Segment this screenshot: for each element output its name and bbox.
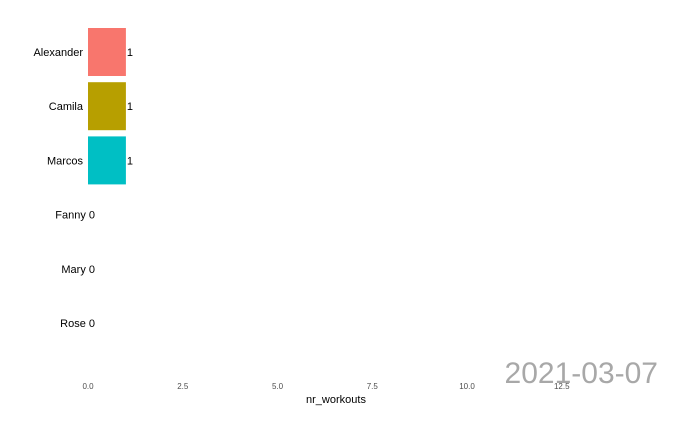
x-axis-ticks: 0.0 2.5 5.0 7.5 10.0 12.5 [82, 382, 570, 391]
value-label-camila: 1 [127, 101, 133, 113]
bar-marcos [88, 136, 126, 185]
x-axis-title: nr_workouts [306, 394, 366, 406]
value-label-marcos: 1 [127, 155, 133, 167]
x-tick-label: 2.5 [177, 382, 189, 391]
category-label-rose: Rose 0 [60, 318, 95, 330]
category-label-marcos: Marcos [47, 155, 84, 167]
bars-group [88, 28, 126, 185]
category-label-camila: Camila [49, 101, 84, 113]
category-label-alexander: Alexander [33, 47, 83, 59]
value-label-alexander: 1 [127, 47, 133, 59]
value-labels: 1 1 1 [127, 47, 133, 167]
category-labels: Alexander Camila Marcos Fanny 0 Mary 0 Rose 0 [33, 47, 95, 330]
category-label-fanny: Fanny 0 [55, 210, 95, 222]
x-tick-label: 10.0 [459, 382, 475, 391]
category-label-mary: Mary 0 [61, 264, 95, 276]
x-tick-label: 5.0 [272, 382, 284, 391]
bar-alexander [88, 28, 126, 76]
bar-camila [88, 82, 126, 131]
date-annotation: 2021-03-07 [505, 357, 658, 390]
x-tick-label: 12.5 [554, 382, 570, 391]
x-tick-label: 0.0 [82, 382, 94, 391]
x-tick-label: 7.5 [367, 382, 379, 391]
